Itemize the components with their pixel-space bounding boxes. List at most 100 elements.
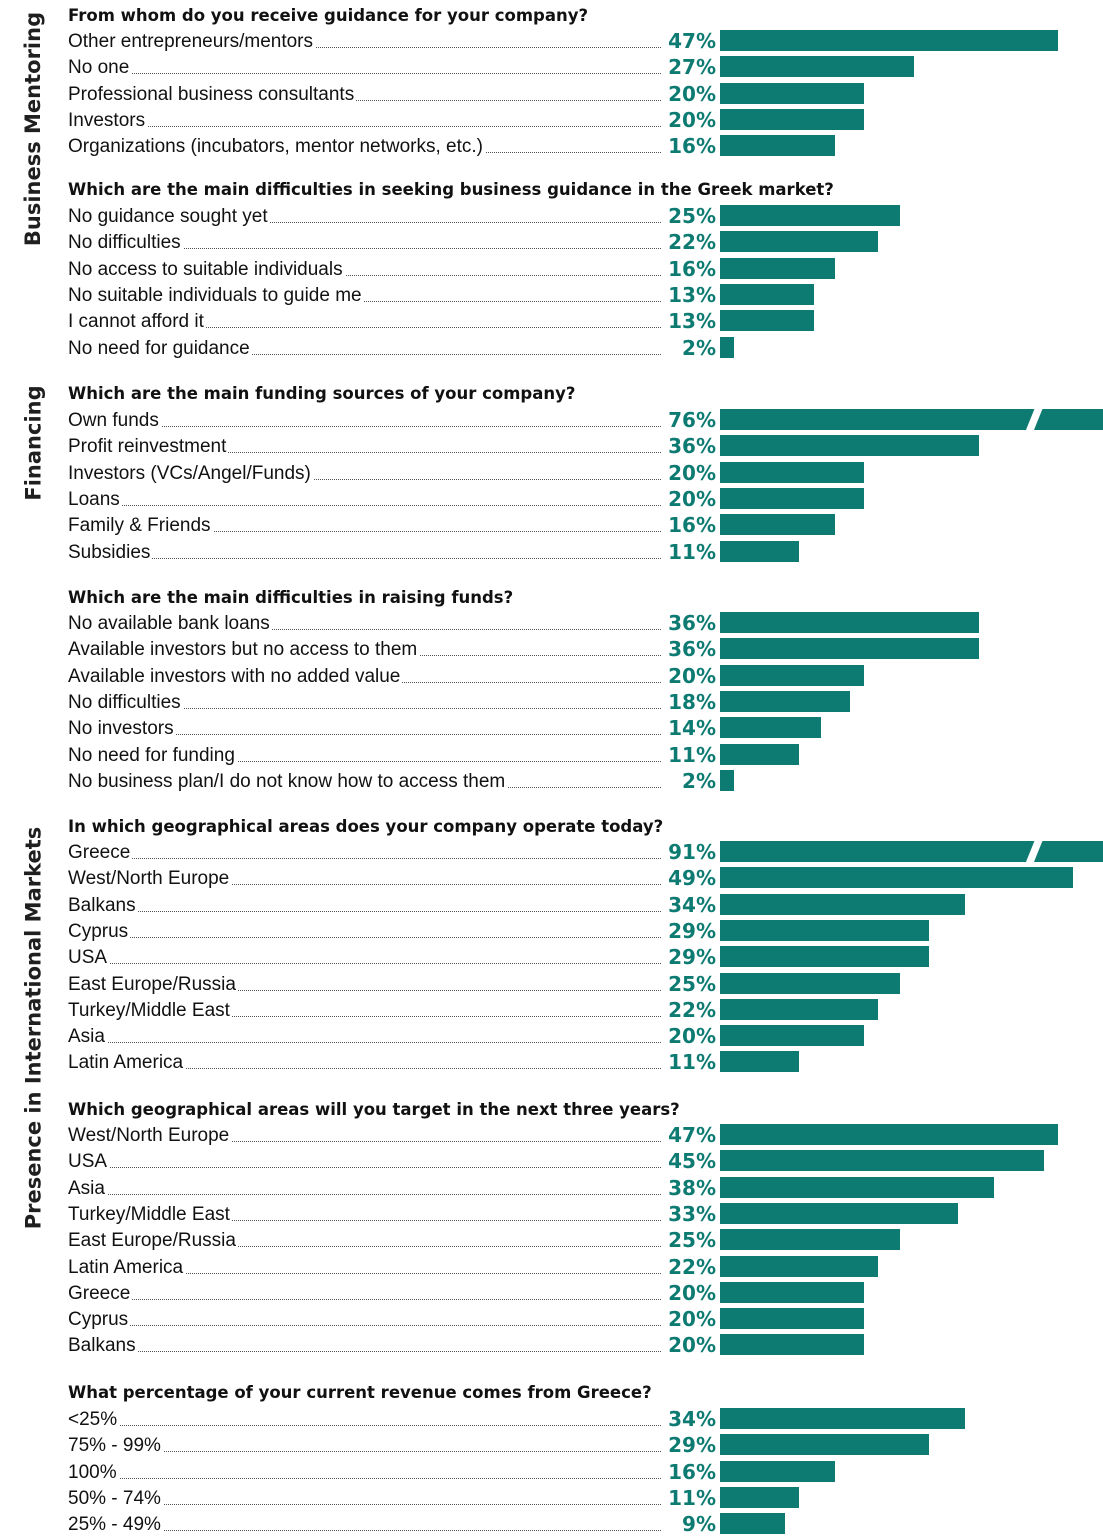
category-label: Other entrepreneurs/mentors bbox=[68, 28, 316, 55]
bar-row: Subsidies 11% bbox=[68, 538, 1103, 566]
leader-dots bbox=[68, 426, 661, 427]
leader-dots bbox=[68, 1246, 661, 1248]
leader-dots bbox=[68, 734, 661, 736]
category-label: I cannot afford it bbox=[68, 308, 206, 336]
category-label: No need for funding bbox=[68, 741, 237, 769]
bar bbox=[720, 1124, 1058, 1145]
category-label: Latin America bbox=[68, 1049, 186, 1077]
bar bbox=[720, 461, 864, 483]
bar-row: Other entrepreneurs/mentors 47% bbox=[68, 28, 1103, 55]
category-label: No guidance sought yet bbox=[68, 203, 270, 230]
bar bbox=[720, 837, 1103, 867]
bar-row: No investors 14% bbox=[68, 715, 1103, 743]
value-label: 20% bbox=[666, 459, 716, 487]
bar-row: No one 27% bbox=[68, 54, 1103, 82]
category-label: West/North Europe bbox=[68, 1122, 232, 1149]
leader-dots bbox=[68, 353, 661, 355]
leader-dots bbox=[68, 989, 661, 991]
bar-row: No guidance sought yet 25% bbox=[68, 203, 1103, 230]
bar-row: No need for guidance 2% bbox=[68, 334, 1103, 362]
leader-dots bbox=[68, 274, 661, 276]
leader-dots bbox=[68, 1351, 661, 1353]
leader-dots bbox=[68, 531, 661, 533]
value-label: 11% bbox=[666, 538, 716, 566]
leader-dots bbox=[68, 504, 661, 506]
bar-row: Turkey/Middle East 22% bbox=[68, 996, 1103, 1024]
leader-dots bbox=[68, 1015, 661, 1017]
value-label: 20% bbox=[666, 662, 716, 690]
leader-dots bbox=[68, 1193, 661, 1195]
category-label: USA bbox=[68, 944, 110, 972]
category-label: Organizations (incubators, mentor networ… bbox=[68, 133, 486, 161]
bar bbox=[720, 257, 835, 279]
value-label: 25% bbox=[666, 1227, 716, 1255]
category-label: Cyprus bbox=[68, 1306, 131, 1334]
leader-dots bbox=[68, 99, 661, 101]
leader-dots bbox=[68, 327, 661, 329]
leader-dots bbox=[68, 1451, 661, 1453]
bar-row: No difficulties 18% bbox=[68, 688, 1103, 716]
bar bbox=[720, 612, 979, 633]
leader-dots bbox=[68, 1167, 661, 1169]
bar-row: Greece 91% bbox=[68, 837, 1103, 867]
category-label: Asia bbox=[68, 1174, 107, 1202]
category-label: Greece bbox=[68, 1279, 133, 1307]
category-label: Investors (VCs/Angel/Funds) bbox=[68, 459, 313, 487]
leader-dots bbox=[68, 47, 661, 48]
section-label: Financing bbox=[21, 385, 46, 501]
bar bbox=[720, 1229, 900, 1251]
bar bbox=[720, 135, 835, 157]
value-label: 91% bbox=[666, 839, 716, 866]
value-label: 25% bbox=[666, 203, 716, 230]
value-label: 13% bbox=[666, 308, 716, 336]
bar bbox=[720, 1486, 799, 1508]
category-label: Loans bbox=[68, 485, 122, 513]
category-label: No access to suitable individuals bbox=[68, 255, 345, 283]
value-label: 16% bbox=[666, 133, 716, 161]
question-title: In which geographical areas does your co… bbox=[68, 817, 664, 836]
bar-row: No need for funding 11% bbox=[68, 741, 1103, 769]
bar bbox=[720, 231, 878, 253]
category-label: No one bbox=[68, 54, 132, 82]
axis-break-mark bbox=[1023, 837, 1045, 867]
value-label: 45% bbox=[666, 1148, 716, 1176]
value-label: 29% bbox=[666, 917, 716, 945]
bar-row: Organizations (incubators, mentor networ… bbox=[68, 133, 1103, 161]
leader-dots bbox=[68, 858, 661, 859]
bar bbox=[720, 1408, 965, 1429]
category-label: East Europe/Russia bbox=[68, 1227, 238, 1255]
section-label: Presence in International Markets bbox=[20, 826, 45, 1230]
category-label: Greece bbox=[68, 839, 133, 866]
value-label: 11% bbox=[666, 741, 716, 769]
bar bbox=[720, 769, 734, 791]
question-title: From whom do you receive guidance for yo… bbox=[68, 6, 589, 25]
category-label: No difficulties bbox=[68, 688, 183, 716]
leader-dots bbox=[68, 936, 661, 938]
bar-row: Cyprus 29% bbox=[68, 917, 1103, 945]
bar-row: USA 29% bbox=[68, 944, 1103, 972]
category-label: No need for guidance bbox=[68, 334, 252, 362]
leader-dots bbox=[68, 1325, 661, 1327]
bar bbox=[720, 867, 1073, 889]
value-label: 2% bbox=[680, 334, 716, 362]
leader-dots bbox=[68, 1530, 661, 1532]
leader-dots bbox=[68, 557, 661, 559]
leader-dots bbox=[68, 1068, 661, 1070]
bar-row: Available investors but no access to the… bbox=[68, 636, 1103, 664]
category-label: No investors bbox=[68, 715, 176, 743]
bar-row: Profit reinvestment 36% bbox=[68, 433, 1103, 461]
value-label: 16% bbox=[666, 1458, 716, 1486]
leader-dots bbox=[68, 125, 661, 127]
category-label: Profit reinvestment bbox=[68, 433, 229, 461]
bar-row: Cyprus 20% bbox=[68, 1306, 1103, 1334]
value-label: 16% bbox=[666, 512, 716, 540]
bar bbox=[720, 1308, 864, 1330]
bar-row: Latin America 22% bbox=[68, 1253, 1103, 1281]
category-label: Asia bbox=[68, 1023, 107, 1051]
bar bbox=[720, 487, 864, 509]
bar bbox=[720, 690, 850, 712]
question-title: Which are the main difficulties in seeki… bbox=[68, 180, 834, 199]
category-label: Available investors with no added value bbox=[68, 662, 403, 690]
leader-dots bbox=[68, 707, 661, 709]
value-label: 29% bbox=[666, 944, 716, 972]
